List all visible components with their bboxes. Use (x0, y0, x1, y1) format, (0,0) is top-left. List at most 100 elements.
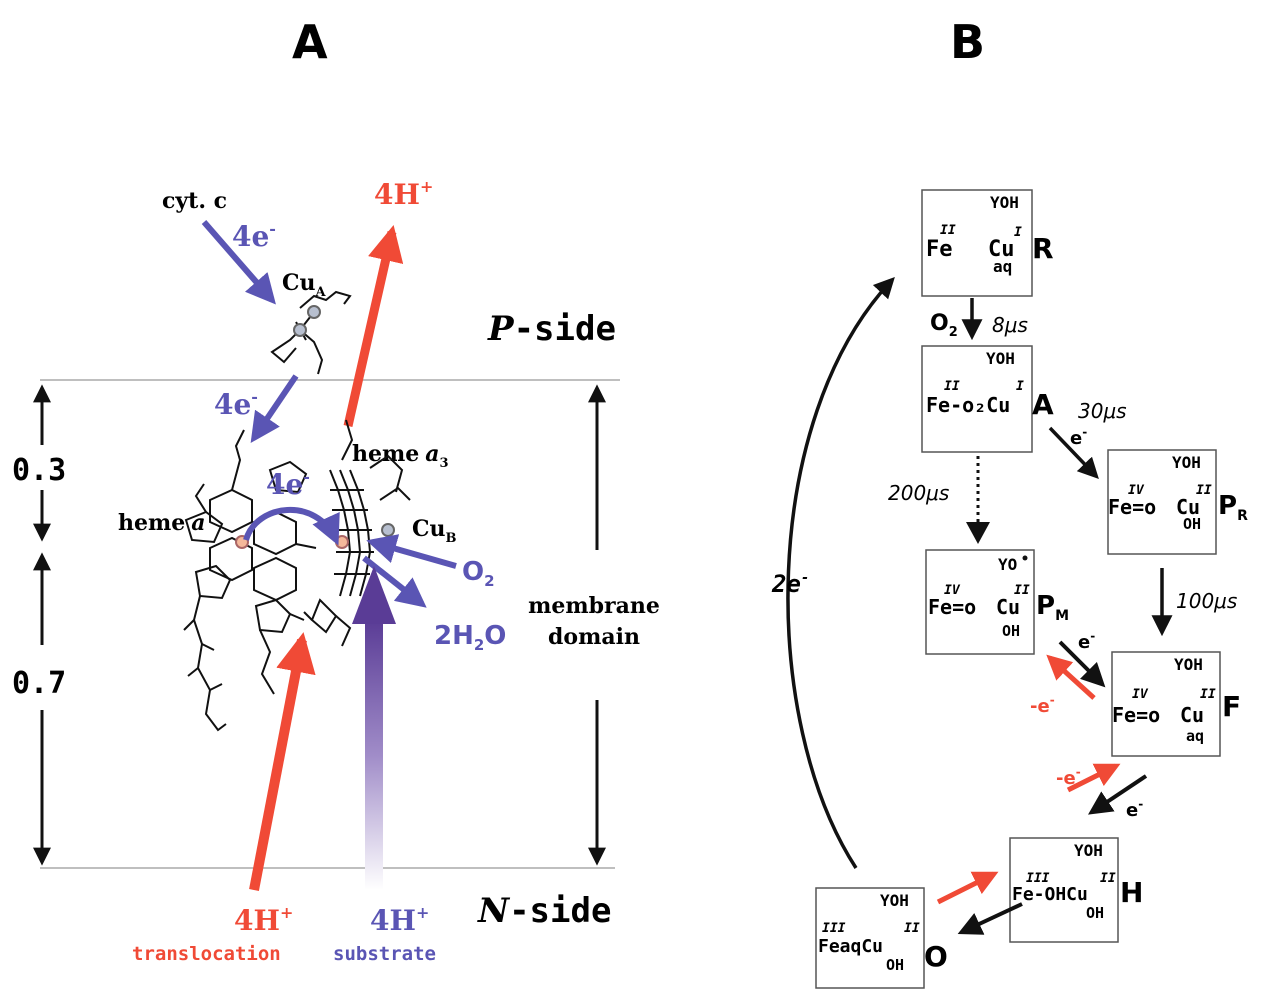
state-h-fe: Fe-OHCu (1012, 884, 1088, 905)
state-a-fe-ox: II (944, 379, 960, 394)
state-pr-cu: Cu (1176, 495, 1200, 519)
state-h-yoh: YOH (1074, 841, 1103, 860)
state-pm-radical-dot (1022, 555, 1028, 561)
state-pm: YO IV II Fe=o Cu OH PM (925, 549, 1069, 655)
pm-to-f-arrow (1058, 640, 1106, 688)
cu-a-electron-arrow (250, 374, 299, 443)
f-to-pm-reverse-arrow (1046, 654, 1096, 700)
cycle-arrow (786, 276, 895, 869)
translocation-proton-label: 4H+ (234, 903, 293, 937)
state-h-box (1009, 837, 1119, 943)
a-to-pr-time: 30μs (1078, 399, 1127, 423)
substrate-proton-label: 4H+ (370, 903, 429, 937)
state-r-cu-ligand: aq (993, 257, 1012, 276)
cycle-electron-label: 2e- (771, 570, 809, 598)
membrane-label-line2: domain (548, 624, 640, 650)
state-pr-cu-ox: II (1196, 483, 1212, 498)
heme-a-label: heme a (118, 510, 206, 536)
n-side-rest: -side (509, 891, 611, 931)
n-side-letter: N (477, 891, 511, 931)
cyt-c-electron-arrow (201, 220, 276, 305)
cyt-c-label: cyt. c (162, 188, 227, 214)
state-f-yoh: YOH (1174, 655, 1203, 674)
state-a-box (921, 345, 1033, 453)
state-pr-box (1107, 449, 1217, 555)
internal-electron-label: 4e- (266, 467, 310, 501)
r-to-a-oxygen: O2 (930, 311, 958, 340)
r-to-a-time: 8μs (992, 313, 1028, 337)
cu-a-label: CuA (282, 270, 327, 300)
substrate-arrow-head (352, 566, 396, 624)
state-h-label: H (1120, 876, 1143, 909)
state-r-cu-ox: I (1014, 225, 1022, 240)
state-f-cu-ox: II (1200, 687, 1216, 702)
state-r: YOH II Fe I Cu aq R (921, 189, 1054, 297)
h-to-f-reverse-arrow (1066, 763, 1121, 793)
state-f-fe: Fe=o (1112, 703, 1160, 727)
state-pm-label: PM (1036, 591, 1069, 624)
heme-a3-structure (303, 419, 411, 647)
cu-b-label: CuB (412, 516, 457, 546)
panel-a-letter: A (292, 15, 328, 69)
state-pr-label: PR (1218, 491, 1248, 524)
state-f-box (1111, 651, 1221, 757)
state-pm-cu-ox: II (1014, 583, 1030, 598)
f-to-pm-reverse-electron: -e- (1030, 693, 1055, 717)
state-o-cu-ligand: OH (886, 956, 904, 974)
depth-label-bottom: 0.7 (12, 666, 66, 701)
state-r-fe: Fe (926, 237, 953, 262)
top-proton-label: 4H+ (374, 177, 433, 211)
state-f-cu: Cu (1180, 703, 1204, 727)
cu-a-electron-label: 4e- (214, 387, 258, 421)
state-pr: YOH IV II Fe=o Cu OH PR (1107, 449, 1248, 555)
state-o-yoh: YOH (880, 891, 909, 910)
state-o-fe-ox: III (822, 921, 846, 936)
state-o: YOH III II FeaqCu OH O (815, 887, 948, 989)
p-side-rest: -side (514, 309, 616, 349)
state-pm-box (925, 549, 1035, 655)
h-to-o-arrow (957, 902, 1023, 935)
state-h-cu-ligand: OH (1086, 904, 1104, 922)
state-r-fe-ox: II (940, 223, 956, 238)
state-pm-cu-ligand: OH (1002, 622, 1020, 640)
state-f-label: F (1222, 690, 1241, 723)
state-h-fe-ox: III (1026, 871, 1050, 886)
state-pr-cu-ligand: OH (1183, 515, 1201, 533)
state-pm-cu: Cu (996, 595, 1020, 619)
depth-label-top: 0.3 (12, 453, 66, 488)
substrate-label: substrate (333, 943, 436, 965)
heme-a3-label: heme a3 (352, 441, 449, 471)
state-a: YOH II I Fe-o₂Cu A (921, 345, 1054, 453)
state-o-box (815, 887, 925, 989)
state-h-cu-ox: II (1100, 871, 1116, 886)
substrate-arrow-shaft (365, 620, 383, 890)
state-pm-yo: YO (998, 555, 1017, 574)
p-side-label: P-side (487, 309, 616, 349)
oxygen-label: O2 (462, 557, 495, 590)
state-a-yoh: YOH (986, 349, 1015, 368)
state-f-fe-ox: IV (1132, 687, 1149, 702)
state-f: YOH IV II Fe=o Cu aq F (1111, 651, 1241, 757)
a-to-pm-arrowhead (966, 522, 990, 544)
n-side-label: N-side (477, 891, 611, 931)
state-r-cu: Cu (988, 237, 1015, 262)
water-out-arrow (362, 555, 427, 608)
proton-pump-out-arrow (343, 224, 404, 427)
translocation-label: translocation (132, 943, 281, 965)
cyt-c-electron-label: 4e- (232, 219, 276, 253)
state-a-cu-ox: I (1016, 379, 1024, 394)
cu-a-structure (270, 290, 352, 375)
state-o-label: O (924, 940, 948, 973)
state-pr-fe: Fe=o (1108, 495, 1156, 519)
pm-to-f-electron: e- (1078, 629, 1095, 653)
f-to-h-electron: e- (1126, 797, 1143, 821)
h-to-f-reverse-electron: -e- (1056, 765, 1081, 789)
pr-to-f-time: 100μs (1176, 589, 1237, 613)
state-r-label: R (1032, 232, 1054, 265)
state-r-yoh: YOH (990, 193, 1019, 212)
a-to-pr-electron: e- (1070, 425, 1087, 449)
panel-b: B 2e- YOH II Fe I Cu aq R O2 8μs YOH II … (771, 15, 1248, 989)
state-h: YOH III II Fe-OHCu OH H (1009, 837, 1143, 943)
state-f-cu-ligand: aq (1186, 727, 1204, 745)
